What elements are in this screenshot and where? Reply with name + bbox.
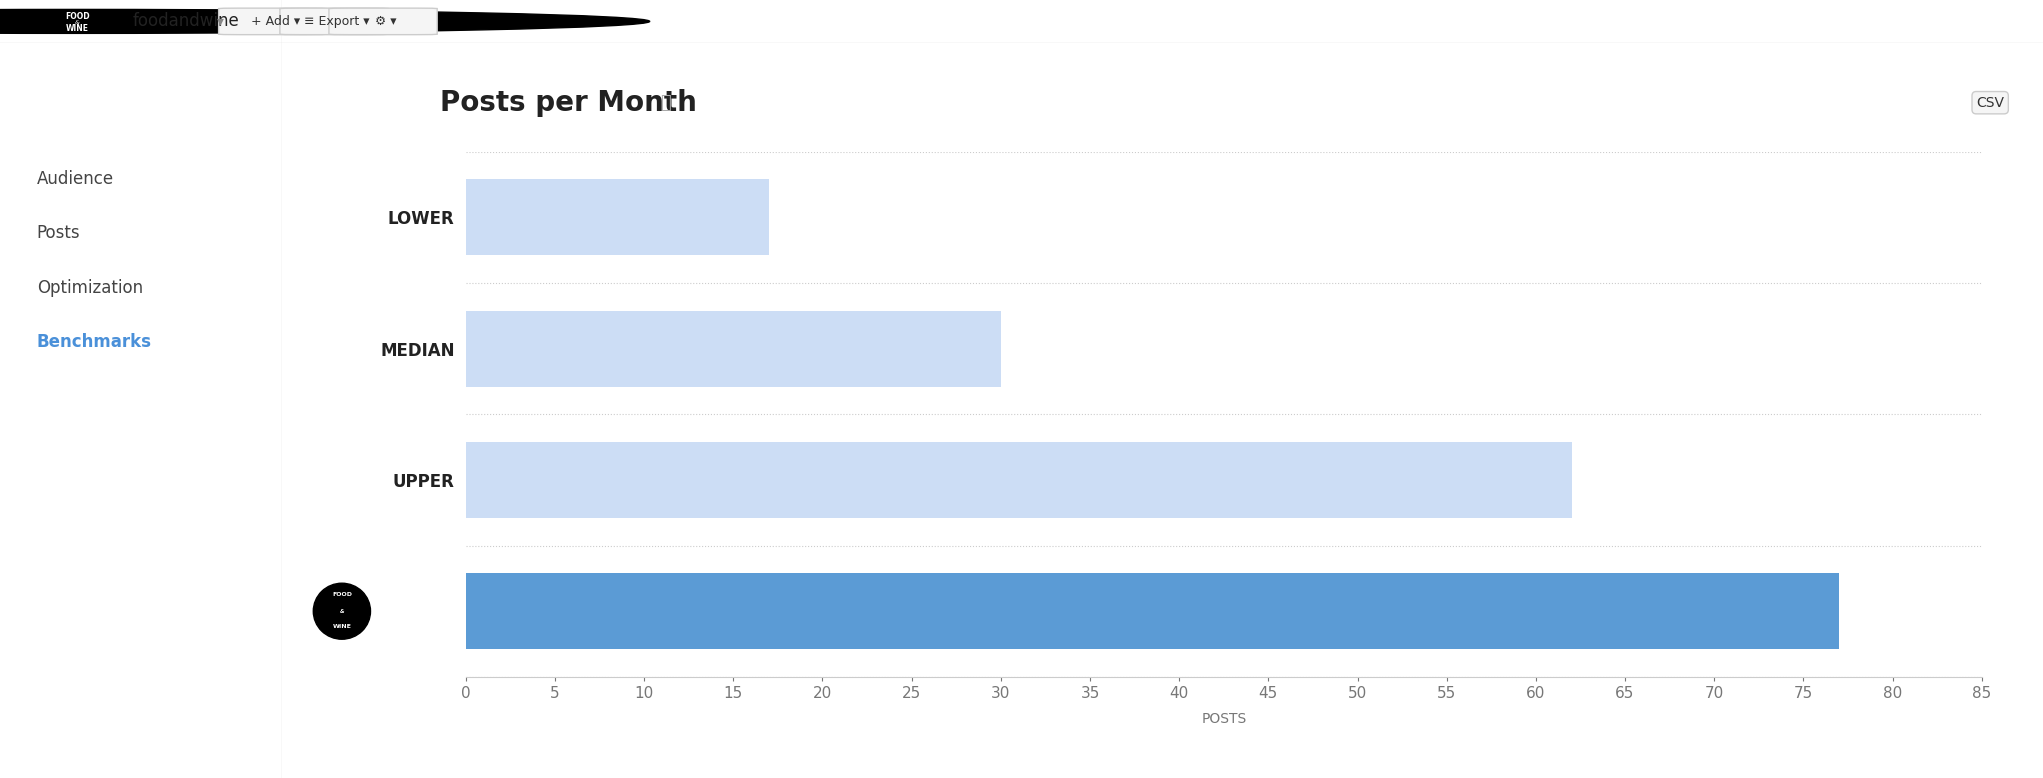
Text: Optimization: Optimization bbox=[37, 279, 143, 297]
Text: ≡ Export ▾: ≡ Export ▾ bbox=[304, 15, 370, 28]
Bar bbox=[466, 179, 768, 255]
Text: foodandwine: foodandwine bbox=[133, 12, 239, 30]
Text: &: & bbox=[339, 608, 343, 614]
Text: ⚙ ▾: ⚙ ▾ bbox=[376, 15, 396, 28]
Text: ▾: ▾ bbox=[217, 15, 225, 28]
Text: Posts: Posts bbox=[37, 224, 80, 243]
Text: FOOD: FOOD bbox=[331, 591, 351, 597]
Bar bbox=[466, 310, 1001, 387]
Circle shape bbox=[0, 9, 650, 33]
Bar bbox=[466, 442, 1571, 518]
FancyBboxPatch shape bbox=[329, 8, 437, 35]
Text: CSV: CSV bbox=[1976, 96, 2004, 110]
Text: Benchmarks: Benchmarks bbox=[37, 333, 151, 352]
Text: &: & bbox=[76, 19, 80, 25]
FancyBboxPatch shape bbox=[280, 8, 388, 35]
FancyBboxPatch shape bbox=[219, 8, 327, 35]
Text: + Add ▾: + Add ▾ bbox=[251, 15, 300, 28]
Text: Posts per Month: Posts per Month bbox=[441, 89, 697, 117]
Text: ⓘ: ⓘ bbox=[660, 93, 672, 112]
Text: WINE: WINE bbox=[65, 24, 90, 33]
Text: Audience: Audience bbox=[37, 170, 114, 188]
Text: WINE: WINE bbox=[333, 624, 351, 629]
X-axis label: POSTS: POSTS bbox=[1201, 712, 1246, 726]
Text: FOOD: FOOD bbox=[65, 12, 90, 21]
Bar bbox=[466, 573, 1839, 650]
